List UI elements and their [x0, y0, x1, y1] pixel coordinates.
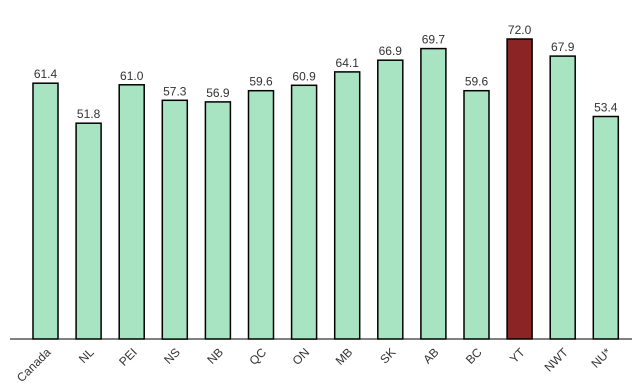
bar-ns: [161, 99, 189, 340]
value-label: 61.0: [120, 69, 144, 83]
value-label: 56.9: [206, 86, 230, 100]
x-tick-label: NU*: [588, 345, 614, 371]
bar-nwt: [549, 55, 576, 340]
bars-group: [32, 38, 620, 340]
x-tick-label: NB: [204, 345, 226, 367]
x-tick-label: BC: [463, 345, 485, 367]
value-labels-group: 61.4 51.8 61.0 57.3 56.9 59.6 60.9 64.1 66.9 69.7…: [34, 23, 618, 121]
value-label: 69.7: [422, 33, 446, 47]
bar-nu: [592, 115, 620, 340]
bar-ab: [420, 47, 447, 340]
x-tick-label: NWT: [542, 345, 572, 375]
x-tick-label: MB: [333, 345, 356, 368]
bar-bc: [463, 89, 490, 340]
value-label: 66.9: [379, 44, 403, 58]
value-label: 64.1: [336, 56, 360, 70]
bar-nl: [75, 122, 102, 340]
x-tick-label: AB: [420, 345, 441, 366]
bar-on: [290, 84, 318, 340]
bar-yt: [506, 38, 533, 340]
value-label: 51.8: [77, 107, 101, 121]
value-label: 67.9: [551, 40, 575, 54]
x-tick-label: NL: [76, 345, 97, 366]
value-label: 59.6: [249, 75, 273, 89]
value-label: 60.9: [292, 69, 316, 83]
value-label: 59.6: [465, 75, 489, 89]
x-tick-label: NS: [161, 345, 183, 367]
x-tick-label: YT: [507, 345, 528, 366]
bar-canada: [32, 82, 59, 340]
bar-pei: [118, 84, 145, 340]
x-tick-label: ON: [290, 345, 313, 368]
x-tick-label: PEI: [116, 345, 140, 369]
bar-sk: [377, 59, 404, 340]
x-tick-label: QC: [246, 345, 269, 368]
value-label: 57.3: [163, 84, 187, 98]
value-label: 53.4: [594, 101, 618, 115]
bar-nb: [204, 101, 232, 340]
x-tick-label: SK: [377, 345, 398, 366]
bar-qc: [247, 89, 275, 340]
x-tick-label: Canada: [14, 345, 54, 385]
bar-mb: [333, 71, 361, 340]
x-tick-labels-group: Canada NL PEI NS NB QC ON MB SK AB BC YT NWT NU*: [14, 345, 614, 385]
value-label: 72.0: [508, 23, 532, 37]
value-label: 61.4: [34, 67, 58, 81]
